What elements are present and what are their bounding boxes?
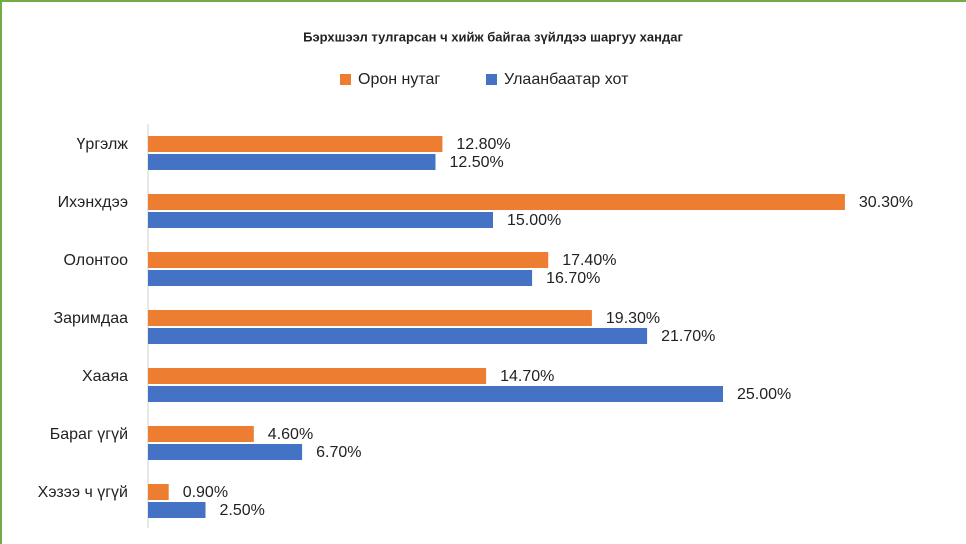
bar bbox=[148, 484, 169, 500]
bar bbox=[148, 328, 648, 344]
category-label: Бараг үгүй bbox=[50, 426, 128, 443]
value-label: 30.30% bbox=[859, 194, 913, 211]
bar bbox=[148, 444, 303, 460]
legend-label: Улаанбаатар хот bbox=[504, 71, 629, 88]
bar bbox=[148, 426, 254, 442]
value-label: 0.90% bbox=[183, 484, 228, 501]
bar bbox=[148, 212, 493, 228]
value-label: 19.30% bbox=[606, 310, 660, 327]
bar bbox=[148, 136, 443, 152]
value-label: 12.50% bbox=[450, 154, 504, 171]
bar bbox=[148, 386, 723, 402]
value-label: 25.00% bbox=[737, 386, 791, 403]
legend-label: Орон нутаг bbox=[358, 71, 440, 88]
bar bbox=[148, 194, 845, 210]
bar bbox=[148, 270, 533, 286]
value-label: 16.70% bbox=[546, 270, 600, 287]
value-label: 2.50% bbox=[220, 502, 265, 519]
value-label: 6.70% bbox=[316, 444, 361, 461]
bar bbox=[148, 252, 549, 268]
chart-title: Бэрхшээл тулгарсан ч хийж байгаа зүйлдээ… bbox=[303, 29, 683, 44]
bar bbox=[148, 310, 592, 326]
bar bbox=[148, 368, 487, 384]
category-label: Ихэнхдээ bbox=[58, 194, 128, 211]
category-label: Заримдаа bbox=[53, 310, 128, 327]
category-label: Олонтоо bbox=[64, 252, 129, 269]
legend-swatch bbox=[340, 74, 351, 85]
category-label: Хэзээ ч үгүй bbox=[38, 484, 128, 501]
value-label: 12.80% bbox=[456, 136, 510, 153]
legend-swatch bbox=[486, 74, 497, 85]
bar bbox=[148, 154, 436, 170]
value-label: 15.00% bbox=[507, 212, 561, 229]
value-label: 14.70% bbox=[500, 368, 554, 385]
category-label: Хааяа bbox=[82, 368, 128, 385]
value-label: 17.40% bbox=[562, 252, 616, 269]
bar bbox=[148, 502, 206, 518]
value-label: 21.70% bbox=[661, 328, 715, 345]
category-label: Үргэлж bbox=[77, 136, 129, 153]
value-label: 4.60% bbox=[268, 426, 313, 443]
